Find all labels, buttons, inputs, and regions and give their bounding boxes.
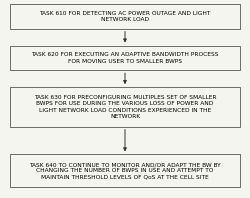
Text: TASK 640 TO CONTINUE TO MONITOR AND/OR ADAPT THE BW BY
CHANGING THE NUMBER OF BW: TASK 640 TO CONTINUE TO MONITOR AND/OR A… bbox=[29, 162, 221, 179]
FancyBboxPatch shape bbox=[10, 4, 240, 29]
FancyBboxPatch shape bbox=[10, 154, 240, 187]
Text: TASK 620 FOR EXECUTING AN ADAPTIVE BANDWIDTH PROCESS
FOR MOVING USER TO SMALLER : TASK 620 FOR EXECUTING AN ADAPTIVE BANDW… bbox=[31, 52, 219, 64]
Text: TASK 610 FOR DETECTING AC POWER OUTAGE AND LIGHT
NETWORK LOAD: TASK 610 FOR DETECTING AC POWER OUTAGE A… bbox=[39, 11, 211, 22]
Text: TASK 630 FOR PRECONFIGURING MULTIPLES SET OF SMALLER
BWPS FOR USE DURING THE VAR: TASK 630 FOR PRECONFIGURING MULTIPLES SE… bbox=[34, 95, 216, 119]
FancyBboxPatch shape bbox=[10, 87, 240, 127]
FancyBboxPatch shape bbox=[10, 46, 240, 70]
